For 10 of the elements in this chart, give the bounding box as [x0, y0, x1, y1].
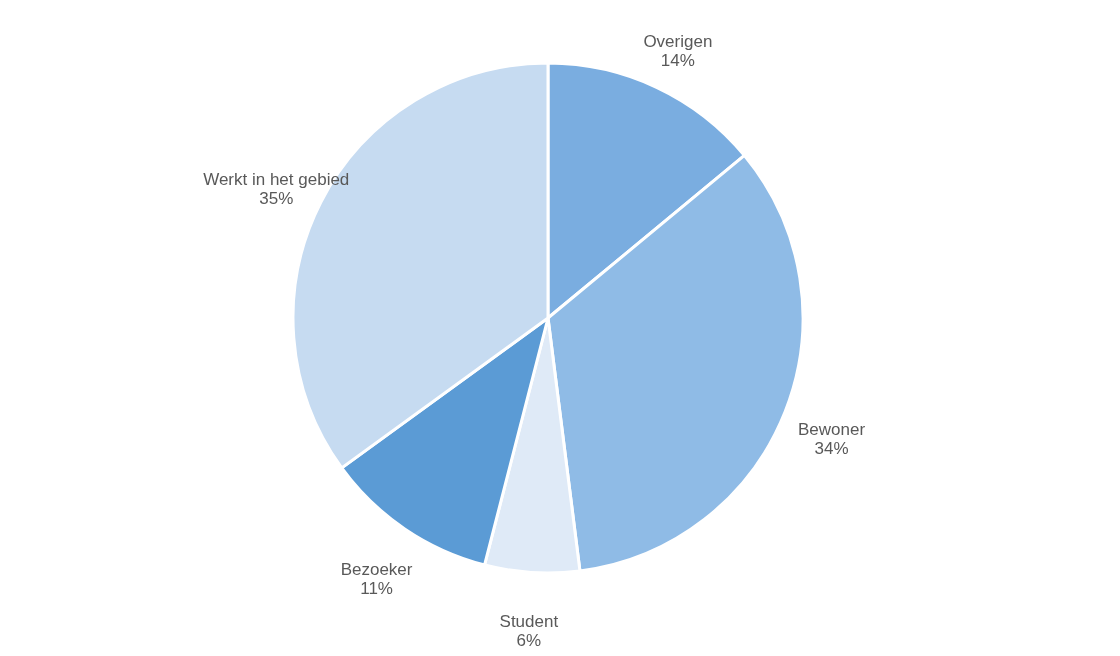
data-label: 6%: [516, 631, 542, 651]
slice-label: Bezoeker: [340, 560, 413, 580]
data-label: 11%: [360, 579, 393, 599]
data-label: 34%: [814, 439, 849, 459]
data-label: 14%: [660, 51, 695, 71]
slice-label: Bewoner: [798, 420, 866, 440]
slice-label: Werkt in het gebied: [203, 169, 350, 189]
slice-label: Student: [499, 612, 559, 632]
slice-label: Overigen: [643, 32, 713, 52]
data-label: 35%: [259, 188, 294, 208]
